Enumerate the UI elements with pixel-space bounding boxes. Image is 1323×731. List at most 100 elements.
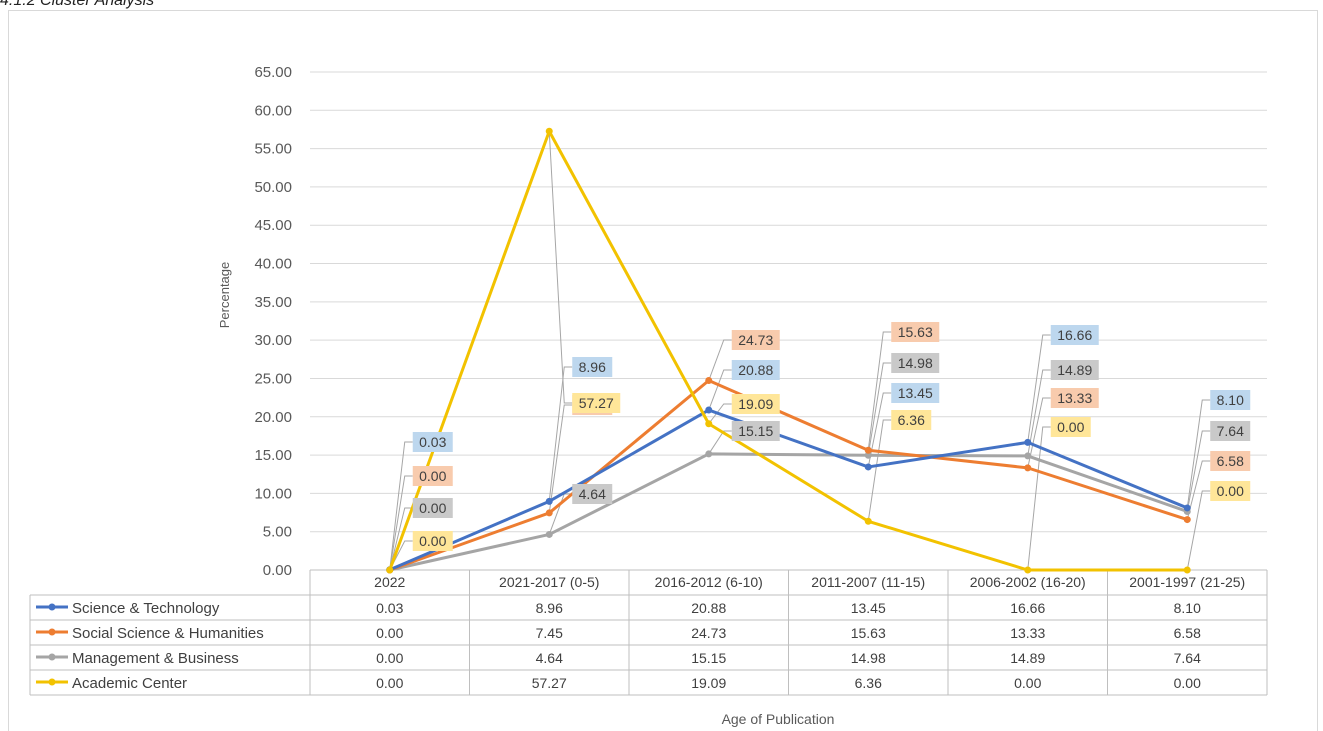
legend-marker <box>48 603 56 611</box>
table-cell: 16.66 <box>1010 600 1045 616</box>
data-label-box <box>731 360 780 380</box>
data-point <box>705 420 713 428</box>
x-tick-label: 2001-1997 (21-25) <box>1129 574 1245 590</box>
leader-line <box>548 131 573 404</box>
data-label: 6.58 <box>1217 453 1244 469</box>
leader-line <box>708 430 732 455</box>
leader-line <box>389 475 413 571</box>
data-label-box <box>572 357 613 377</box>
data-label-box <box>731 330 780 350</box>
legend-marker <box>48 628 56 636</box>
leader-line <box>708 369 732 411</box>
data-label: 8.10 <box>1217 392 1244 408</box>
gridlines <box>310 71 1267 533</box>
data-label-box <box>891 322 940 342</box>
data-point <box>1024 438 1032 446</box>
leader-line <box>1027 426 1051 571</box>
table-cell: 0.00 <box>376 650 403 666</box>
data-labels: 0.038.9620.8813.4516.668.100.007.4524.73… <box>412 322 1251 551</box>
data-label-box <box>1050 417 1091 437</box>
y-axis-title: Percentage <box>217 262 232 329</box>
legend-label: Academic Center <box>72 675 187 692</box>
data-label-box <box>891 353 940 373</box>
data-label: 57.27 <box>579 395 614 411</box>
y-tick-label: 15.00 <box>254 447 292 464</box>
table-cell: 4.64 <box>536 650 563 666</box>
series-line <box>389 379 1188 572</box>
series-line <box>389 452 1188 572</box>
data-label: 19.09 <box>738 396 773 412</box>
data-point <box>545 127 553 135</box>
data-point <box>1024 464 1032 472</box>
table-cell: 14.89 <box>1010 650 1045 666</box>
leader-line <box>389 441 413 570</box>
x-tick-label: 2022 <box>374 574 405 590</box>
data-label: 0.00 <box>419 500 446 516</box>
data-label-box <box>1210 390 1251 410</box>
y-tick-label: 40.00 <box>254 256 292 273</box>
data-label-box <box>1050 325 1099 345</box>
data-point <box>1024 452 1032 460</box>
leader-line <box>1186 460 1211 520</box>
data-label: 16.66 <box>1057 327 1092 343</box>
data-label-box <box>731 421 780 441</box>
table-cell: 0.00 <box>376 625 403 641</box>
data-label: 24.73 <box>738 332 773 348</box>
data-point <box>864 451 872 459</box>
data-point <box>1183 516 1191 524</box>
table-cell: 7.64 <box>1174 650 1201 666</box>
leader-line <box>1027 334 1051 443</box>
table-cell: 0.03 <box>376 600 403 616</box>
data-label-box <box>891 383 940 403</box>
y-tick-label: 30.00 <box>254 332 292 349</box>
legend-marker <box>48 653 56 661</box>
data-point <box>705 406 713 414</box>
data-label-box <box>1050 360 1099 380</box>
y-tick-label: 55.00 <box>254 141 292 158</box>
table-cell: 15.63 <box>851 625 886 641</box>
data-label-box <box>572 393 621 413</box>
data-label: 4.64 <box>579 486 606 502</box>
data-point <box>864 517 872 525</box>
data-label-box <box>891 410 932 430</box>
y-axis-ticks: 0.00 5.00 10.00 15.00 20.00 25.00 30.00 35.00 40… <box>254 64 292 579</box>
chart-frame <box>8 10 1318 731</box>
table-cell: 13.33 <box>1010 625 1045 641</box>
data-label: 15.63 <box>898 324 933 340</box>
data-label-box <box>572 484 613 504</box>
table-cell: 0.00 <box>1174 675 1201 691</box>
series-line <box>389 408 1188 572</box>
data-point <box>864 446 872 454</box>
data-label: 20.88 <box>738 362 773 378</box>
data-label-box <box>412 466 453 486</box>
table-cell: 6.36 <box>855 675 882 691</box>
table-cell: 15.15 <box>691 650 726 666</box>
series-line <box>388 129 1188 572</box>
data-point <box>1024 566 1032 574</box>
data-label-box <box>412 531 453 551</box>
leader-line <box>867 392 892 468</box>
legend-label: Management & Business <box>72 650 239 667</box>
table-cell: 24.73 <box>691 625 726 641</box>
legend-label: Science & Technology <box>72 600 220 617</box>
leader-line <box>389 507 413 571</box>
y-tick-label: 10.00 <box>254 485 292 502</box>
table-cell: 19.09 <box>691 675 726 691</box>
leader-line <box>708 339 732 381</box>
data-label: 0.00 <box>419 533 446 549</box>
data-point <box>545 509 553 517</box>
data-point <box>705 377 713 385</box>
data-label-leaders <box>389 131 1211 571</box>
y-tick-label: 45.00 <box>254 217 292 234</box>
leader-line <box>708 403 732 425</box>
data-label: 0.00 <box>1057 419 1084 435</box>
legend-marker <box>48 678 56 686</box>
table-cell: 57.27 <box>532 675 567 691</box>
data-label: 14.98 <box>898 355 933 371</box>
table-cell: 8.10 <box>1174 600 1201 616</box>
x-axis-title: Age of Publication <box>722 711 835 727</box>
data-point <box>705 450 713 458</box>
legend-label: Social Science & Humanities <box>72 625 264 642</box>
data-label-box <box>731 394 780 414</box>
x-tick-label: 2016-2012 (6-10) <box>655 574 763 590</box>
